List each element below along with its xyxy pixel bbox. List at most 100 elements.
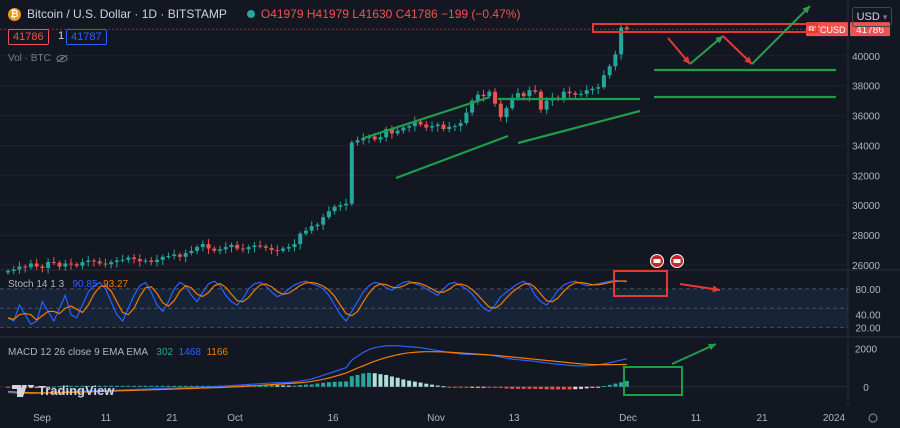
candle[interactable]: [498, 103, 503, 118]
candle[interactable]: [344, 203, 349, 206]
candle[interactable]: [28, 263, 33, 268]
candle[interactable]: [269, 247, 274, 251]
candle[interactable]: [132, 257, 137, 260]
candle[interactable]: [481, 94, 486, 97]
stoch-legend[interactable]: Stoch 14 1 3 90.85 93.27: [8, 279, 128, 290]
candle[interactable]: [212, 248, 217, 251]
candle[interactable]: [6, 270, 10, 273]
candle[interactable]: [103, 263, 108, 265]
candle[interactable]: [63, 263, 68, 267]
candle[interactable]: [160, 256, 165, 260]
candle[interactable]: [258, 245, 263, 247]
candle[interactable]: [69, 263, 74, 265]
candle[interactable]: [412, 121, 417, 127]
candle[interactable]: [458, 123, 463, 127]
candle[interactable]: [544, 100, 549, 110]
candle[interactable]: [418, 121, 423, 125]
settings-icon[interactable]: [868, 413, 878, 423]
candle[interactable]: [321, 217, 326, 225]
trend-line[interactable]: [395, 134, 509, 180]
candle[interactable]: [17, 266, 22, 270]
candle[interactable]: [40, 266, 45, 268]
candle[interactable]: [533, 90, 538, 92]
candle[interactable]: [384, 129, 389, 138]
candle[interactable]: [378, 137, 383, 140]
stoch-highlight-box[interactable]: [613, 270, 668, 297]
candle[interactable]: [183, 253, 188, 257]
candle[interactable]: [154, 259, 159, 263]
candle[interactable]: [584, 90, 589, 94]
candle[interactable]: [590, 88, 595, 91]
candle[interactable]: [206, 244, 211, 249]
candle[interactable]: [91, 260, 96, 262]
candle[interactable]: [11, 269, 16, 271]
candle[interactable]: [579, 93, 583, 95]
candle[interactable]: [114, 260, 119, 263]
candle[interactable]: [401, 127, 406, 131]
resistance-box[interactable]: [592, 23, 818, 33]
candle[interactable]: [624, 27, 629, 30]
candle[interactable]: [430, 126, 435, 128]
candle[interactable]: [281, 248, 286, 251]
candle[interactable]: [349, 142, 354, 204]
candle[interactable]: [74, 264, 79, 266]
candle[interactable]: [263, 246, 268, 248]
candle[interactable]: [80, 262, 85, 266]
candle[interactable]: [166, 256, 171, 258]
candle[interactable]: [395, 130, 400, 134]
currency-dropdown[interactable]: USD ▾: [852, 7, 892, 27]
candle[interactable]: [338, 205, 343, 207]
candle[interactable]: [619, 27, 624, 55]
candle[interactable]: [292, 244, 297, 248]
candle[interactable]: [326, 211, 331, 218]
green-arrow-up[interactable]: [751, 5, 811, 65]
volume-label[interactable]: Vol · BTC: [8, 53, 68, 64]
candle[interactable]: [109, 262, 114, 265]
stoch-k-line[interactable]: [7, 279, 627, 326]
candle[interactable]: [303, 230, 308, 234]
candle[interactable]: [172, 254, 177, 257]
candle[interactable]: [149, 260, 154, 263]
candle[interactable]: [86, 260, 91, 263]
candle[interactable]: [218, 249, 223, 251]
candle[interactable]: [515, 93, 520, 98]
candle[interactable]: [143, 260, 148, 262]
macd-legend[interactable]: MACD 12 26 close 9 EMA EMA 302 1468 1166: [8, 347, 228, 358]
candle[interactable]: [573, 93, 578, 95]
candle[interactable]: [315, 224, 320, 227]
candle[interactable]: [57, 262, 62, 267]
green-arrow-up[interactable]: [689, 35, 724, 65]
candle[interactable]: [613, 54, 618, 67]
candle[interactable]: [424, 124, 429, 128]
candle[interactable]: [452, 126, 457, 128]
symbol-title[interactable]: Bitcoin / U.S. Dollar · 1D · BITSTAMP: [27, 7, 227, 21]
candle[interactable]: [23, 266, 28, 268]
candle[interactable]: [470, 100, 475, 113]
macd-green-arrow[interactable]: [671, 343, 717, 365]
candle[interactable]: [298, 233, 303, 245]
candle[interactable]: [51, 262, 56, 264]
candle[interactable]: [137, 259, 142, 262]
candle[interactable]: [527, 90, 532, 97]
trend-line[interactable]: [517, 109, 641, 145]
candle[interactable]: [189, 250, 194, 254]
candle[interactable]: [309, 226, 314, 231]
macd-highlight-box[interactable]: [623, 366, 683, 396]
candle[interactable]: [252, 245, 257, 248]
candle[interactable]: [235, 244, 240, 249]
bid-price-button[interactable]: 41786: [8, 29, 49, 45]
candle[interactable]: [332, 206, 337, 212]
eye-off-icon[interactable]: [56, 54, 68, 63]
candle[interactable]: [97, 261, 102, 264]
candle[interactable]: [126, 257, 131, 260]
macd-line[interactable]: [7, 345, 627, 395]
candle[interactable]: [240, 248, 245, 250]
candle[interactable]: [475, 94, 480, 101]
stoch-d-line[interactable]: [7, 280, 627, 321]
candle[interactable]: [372, 136, 377, 140]
ask-price-button[interactable]: 41787: [66, 29, 107, 45]
candle[interactable]: [538, 91, 543, 110]
candle[interactable]: [504, 108, 509, 118]
candle[interactable]: [389, 129, 394, 134]
